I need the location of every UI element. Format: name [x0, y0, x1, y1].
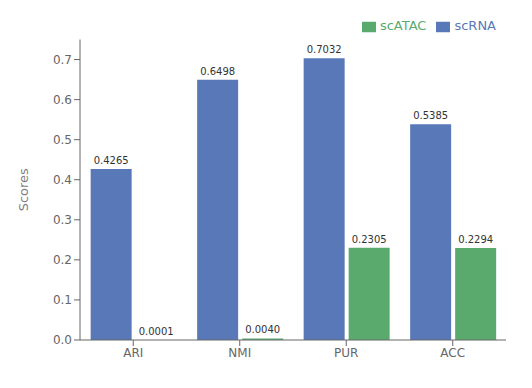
html-text:scRNA: scRNA: [454, 18, 496, 33]
svg-text:0.2294: 0.2294: [458, 234, 493, 245]
svg-text:0.0040: 0.0040: [245, 324, 280, 335]
svg-text:0.7032: 0.7032: [307, 44, 342, 55]
svg-text:NMI: NMI: [228, 346, 251, 360]
svg-text:0.1: 0.1: [53, 293, 72, 307]
svg-text:0.7: 0.7: [53, 53, 72, 67]
svg-text:0.0001: 0.0001: [139, 326, 174, 337]
svg-text:0.6498: 0.6498: [200, 66, 235, 77]
html-text:scATAC: scATAC: [379, 18, 427, 33]
svg-text:0.5: 0.5: [53, 133, 72, 147]
svg-text:PUR: PUR: [334, 346, 358, 360]
svg-text:0.2305: 0.2305: [352, 234, 387, 245]
svg-text:0.2: 0.2: [53, 253, 72, 267]
svg-text:0.6: 0.6: [53, 93, 72, 107]
svg-text:0.4: 0.4: [53, 173, 72, 187]
svg-text:0.5385: 0.5385: [413, 110, 448, 121]
svg-text:0.4265: 0.4265: [94, 155, 129, 166]
svg-text:Scores: Scores: [16, 168, 31, 211]
svg-text:0.3: 0.3: [53, 213, 72, 227]
svg-text:ACC: ACC: [440, 346, 465, 360]
svg-text:ARI: ARI: [123, 346, 143, 360]
svg-text:0.0: 0.0: [53, 333, 72, 347]
